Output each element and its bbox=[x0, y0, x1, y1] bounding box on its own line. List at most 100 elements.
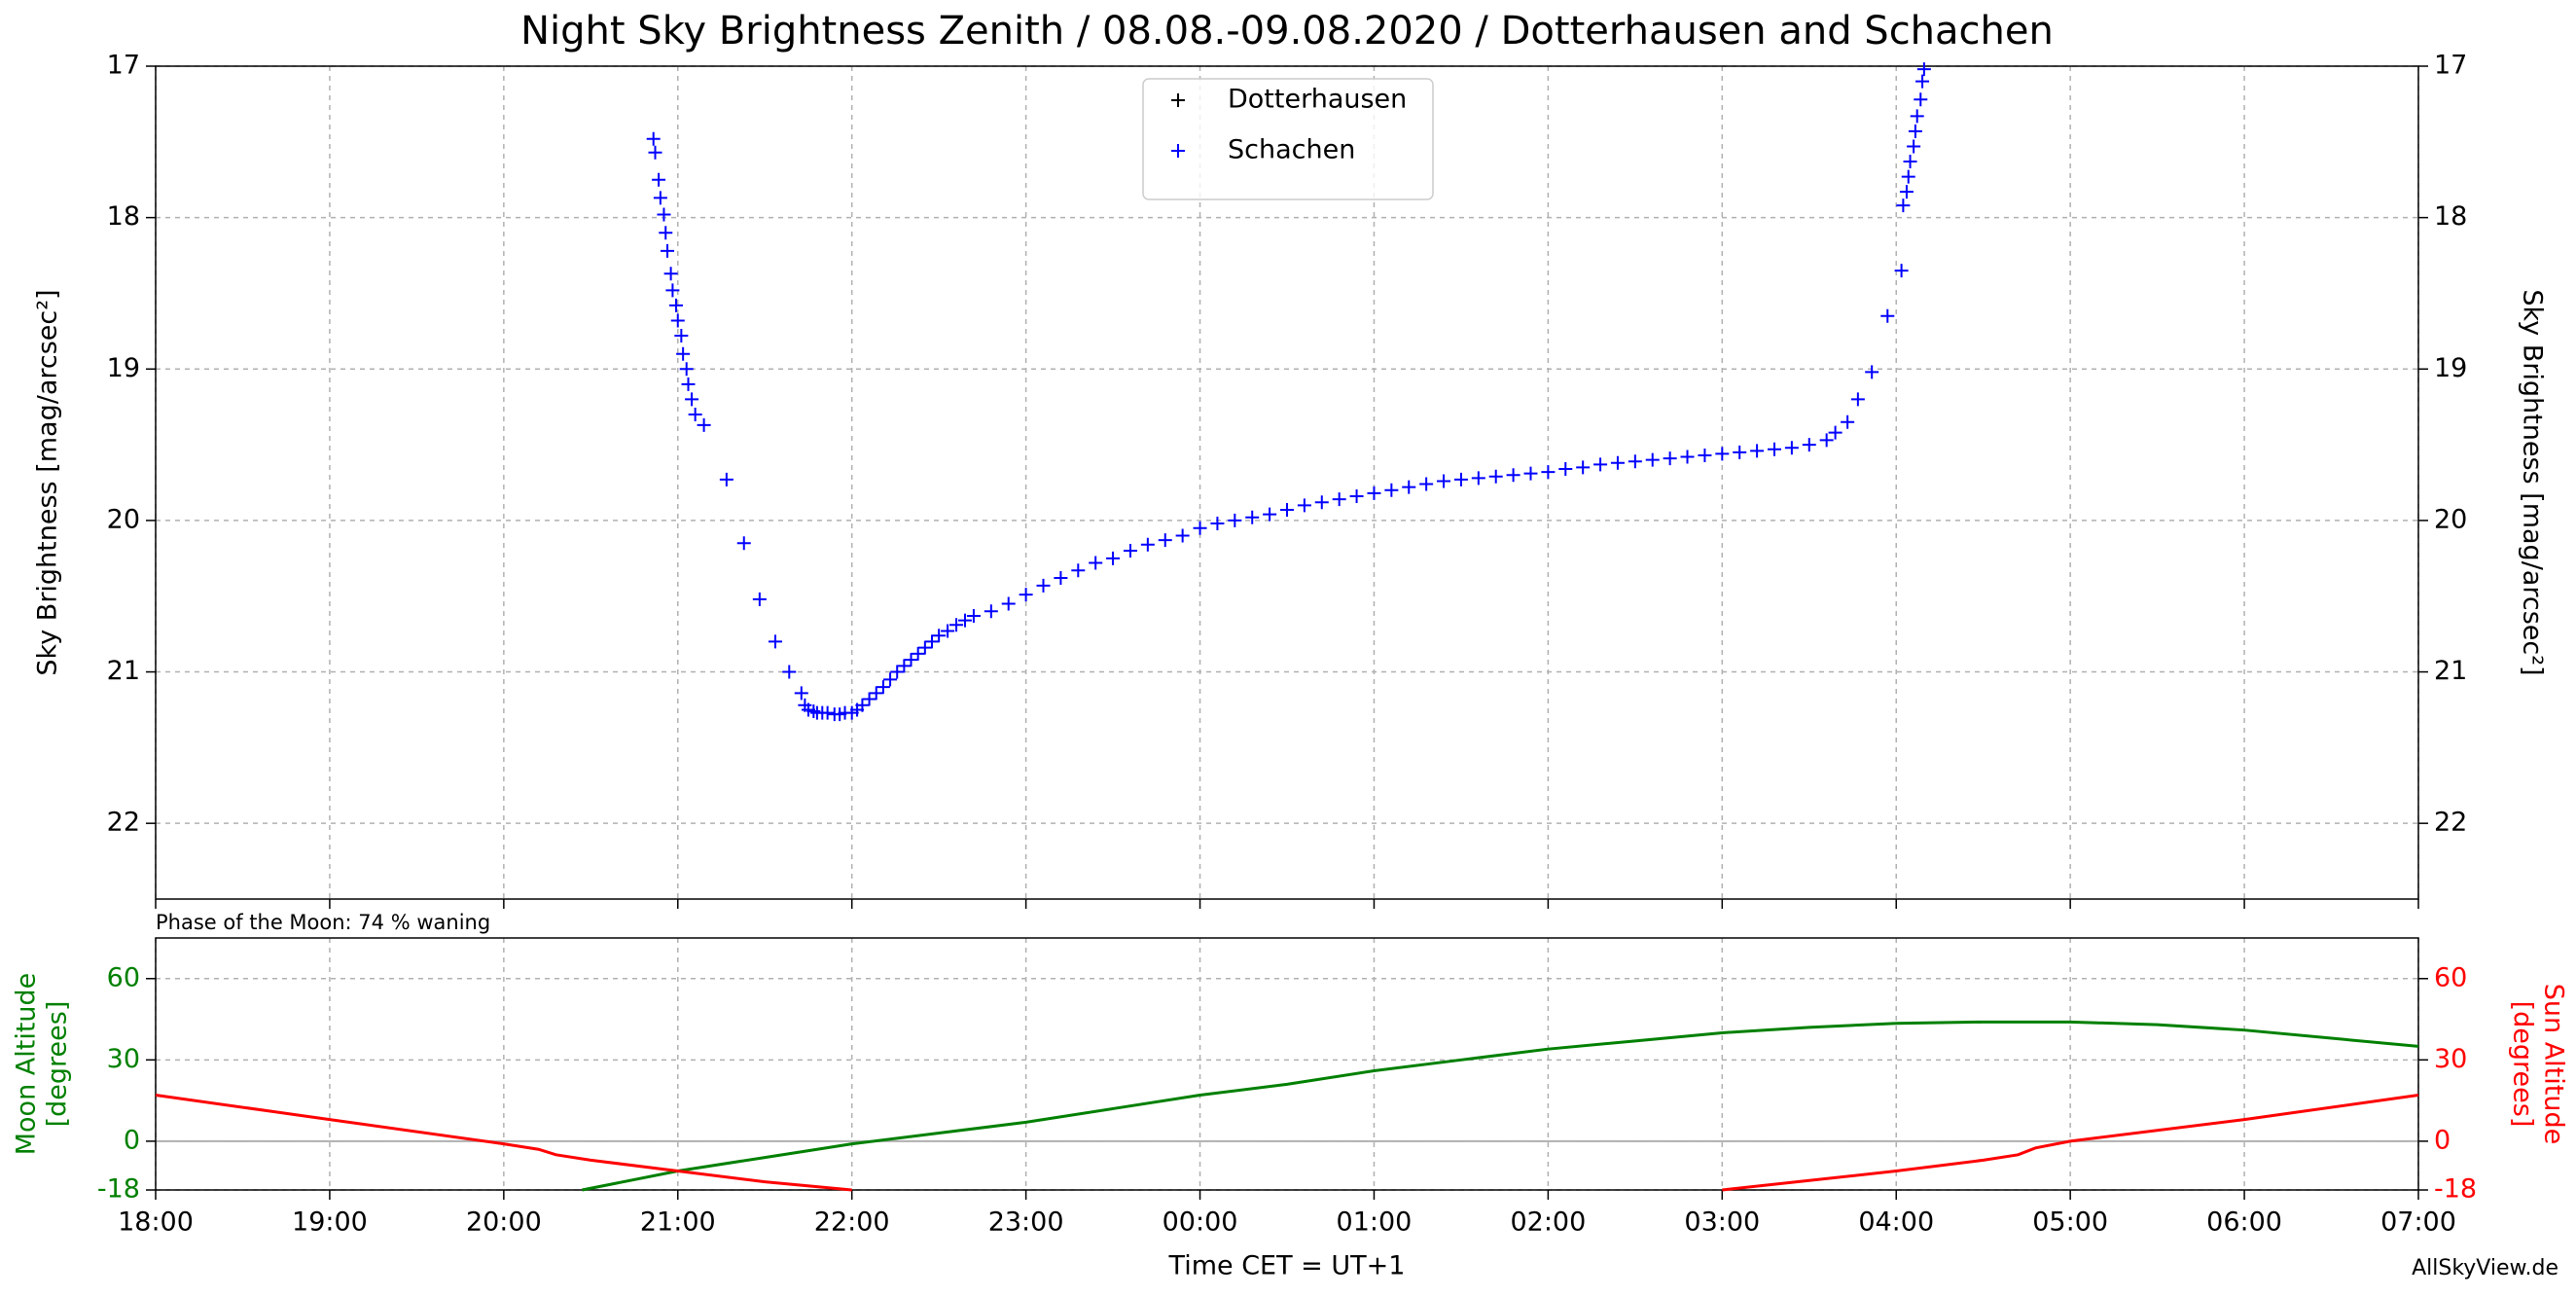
data-point bbox=[1523, 466, 1538, 481]
data-point bbox=[1349, 489, 1364, 504]
data-point bbox=[653, 191, 667, 205]
y2-axis-label: Sky Brightness [mag/arcsec²] bbox=[2518, 289, 2548, 675]
y-axis-label: Sky Brightness [mag/arcsec²] bbox=[33, 289, 63, 675]
data-point bbox=[1488, 469, 1503, 484]
data-point bbox=[1628, 454, 1642, 469]
data-point bbox=[1314, 495, 1329, 510]
data-point bbox=[665, 283, 680, 298]
data-point bbox=[1071, 563, 1086, 578]
legend-box bbox=[1142, 78, 1434, 200]
data-point bbox=[1106, 551, 1121, 565]
y-tick-label: 18 bbox=[107, 201, 140, 232]
data-point bbox=[719, 472, 733, 486]
data-point bbox=[1645, 452, 1660, 467]
data-point bbox=[1558, 461, 1573, 476]
data-point bbox=[1175, 528, 1190, 543]
data-point bbox=[911, 646, 925, 661]
data-line bbox=[582, 1020, 2419, 1192]
data-point bbox=[768, 634, 782, 649]
plot-frame bbox=[155, 65, 2419, 900]
data-point bbox=[1841, 414, 1855, 429]
y-axis-label: [degrees] bbox=[43, 1001, 73, 1128]
data-point bbox=[1896, 198, 1911, 213]
data-point bbox=[1001, 596, 1016, 611]
data-point bbox=[1280, 503, 1294, 518]
data-point bbox=[646, 131, 661, 146]
data-point bbox=[736, 536, 751, 551]
data-point bbox=[1089, 556, 1103, 570]
data-point bbox=[1193, 521, 1207, 535]
x-tick-label: 06:00 bbox=[2206, 1207, 2282, 1238]
data-point bbox=[1054, 571, 1068, 586]
chart-title: Night Sky Brightness Zenith / 08.08.-09.… bbox=[520, 9, 2054, 54]
data-point bbox=[1541, 465, 1556, 480]
data-point bbox=[904, 653, 918, 667]
data-point bbox=[1263, 507, 1277, 522]
data-point bbox=[1914, 92, 1928, 107]
data-point bbox=[806, 704, 821, 719]
data-point bbox=[1471, 471, 1485, 486]
data-point bbox=[883, 672, 898, 687]
y2-tick-label: 0 bbox=[2434, 1125, 2451, 1155]
x-tick-label: 19:00 bbox=[292, 1207, 368, 1238]
data-point bbox=[679, 362, 694, 377]
data-point bbox=[1158, 533, 1172, 548]
y2-tick-label: 22 bbox=[2434, 808, 2467, 838]
legend-marker bbox=[1171, 93, 1185, 107]
data-point bbox=[1903, 155, 1917, 169]
data-point bbox=[1901, 169, 1915, 184]
data-point bbox=[917, 640, 932, 655]
data-point bbox=[1899, 185, 1914, 199]
data-point bbox=[1850, 392, 1865, 407]
data-point bbox=[1576, 460, 1591, 475]
data-point bbox=[862, 692, 877, 706]
y-tick-label: 19 bbox=[107, 353, 140, 383]
data-point bbox=[782, 665, 797, 679]
data-point bbox=[966, 608, 981, 623]
data-point bbox=[1123, 544, 1137, 558]
x-tick-label: 22:00 bbox=[814, 1207, 890, 1238]
data-point bbox=[1663, 451, 1677, 466]
data-point bbox=[1210, 517, 1225, 531]
x-tick-label: 05:00 bbox=[2032, 1207, 2108, 1238]
data-point bbox=[1894, 264, 1909, 278]
x-tick-label: 23:00 bbox=[988, 1207, 1064, 1238]
data-point bbox=[932, 629, 947, 643]
y2-tick-label: 21 bbox=[2434, 656, 2467, 686]
y-tick-label: 21 bbox=[107, 656, 140, 686]
data-point bbox=[1140, 537, 1155, 552]
x-tick-label: 03:00 bbox=[1684, 1207, 1760, 1238]
y-tick-label: 17 bbox=[107, 51, 140, 81]
y-tick-label: -18 bbox=[97, 1174, 140, 1205]
data-point bbox=[1784, 441, 1799, 455]
y-tick-label: 22 bbox=[107, 808, 140, 838]
data-point bbox=[1828, 425, 1843, 440]
y2-tick-label: 60 bbox=[2434, 962, 2467, 992]
data-point bbox=[676, 346, 691, 361]
data-point bbox=[681, 377, 696, 391]
legend-label: Schachen bbox=[1228, 135, 1355, 165]
data-point bbox=[1865, 365, 1879, 379]
data-point bbox=[1402, 480, 1416, 494]
data-point bbox=[897, 659, 912, 673]
data-point bbox=[752, 592, 767, 606]
data-point bbox=[1819, 433, 1834, 448]
data-point bbox=[1297, 498, 1311, 513]
y2-axis-label: [degrees] bbox=[2508, 1001, 2538, 1128]
data-point bbox=[648, 145, 662, 160]
annotation: Phase of the Moon: 74 % waning bbox=[156, 911, 490, 934]
legend-label: Dotterhausen bbox=[1228, 85, 1407, 115]
data-point bbox=[1910, 109, 1924, 124]
y-tick-label: 0 bbox=[124, 1125, 140, 1155]
data-point bbox=[820, 705, 835, 720]
data-point bbox=[941, 624, 955, 638]
data-point bbox=[668, 298, 683, 312]
data-point bbox=[794, 686, 808, 701]
data-point bbox=[674, 329, 689, 343]
data-point bbox=[984, 604, 998, 619]
data-point bbox=[1715, 447, 1730, 461]
data-point bbox=[1907, 139, 1921, 154]
data-point bbox=[1384, 483, 1399, 497]
data-point bbox=[1506, 468, 1521, 483]
y-tick-label: 20 bbox=[107, 504, 140, 534]
